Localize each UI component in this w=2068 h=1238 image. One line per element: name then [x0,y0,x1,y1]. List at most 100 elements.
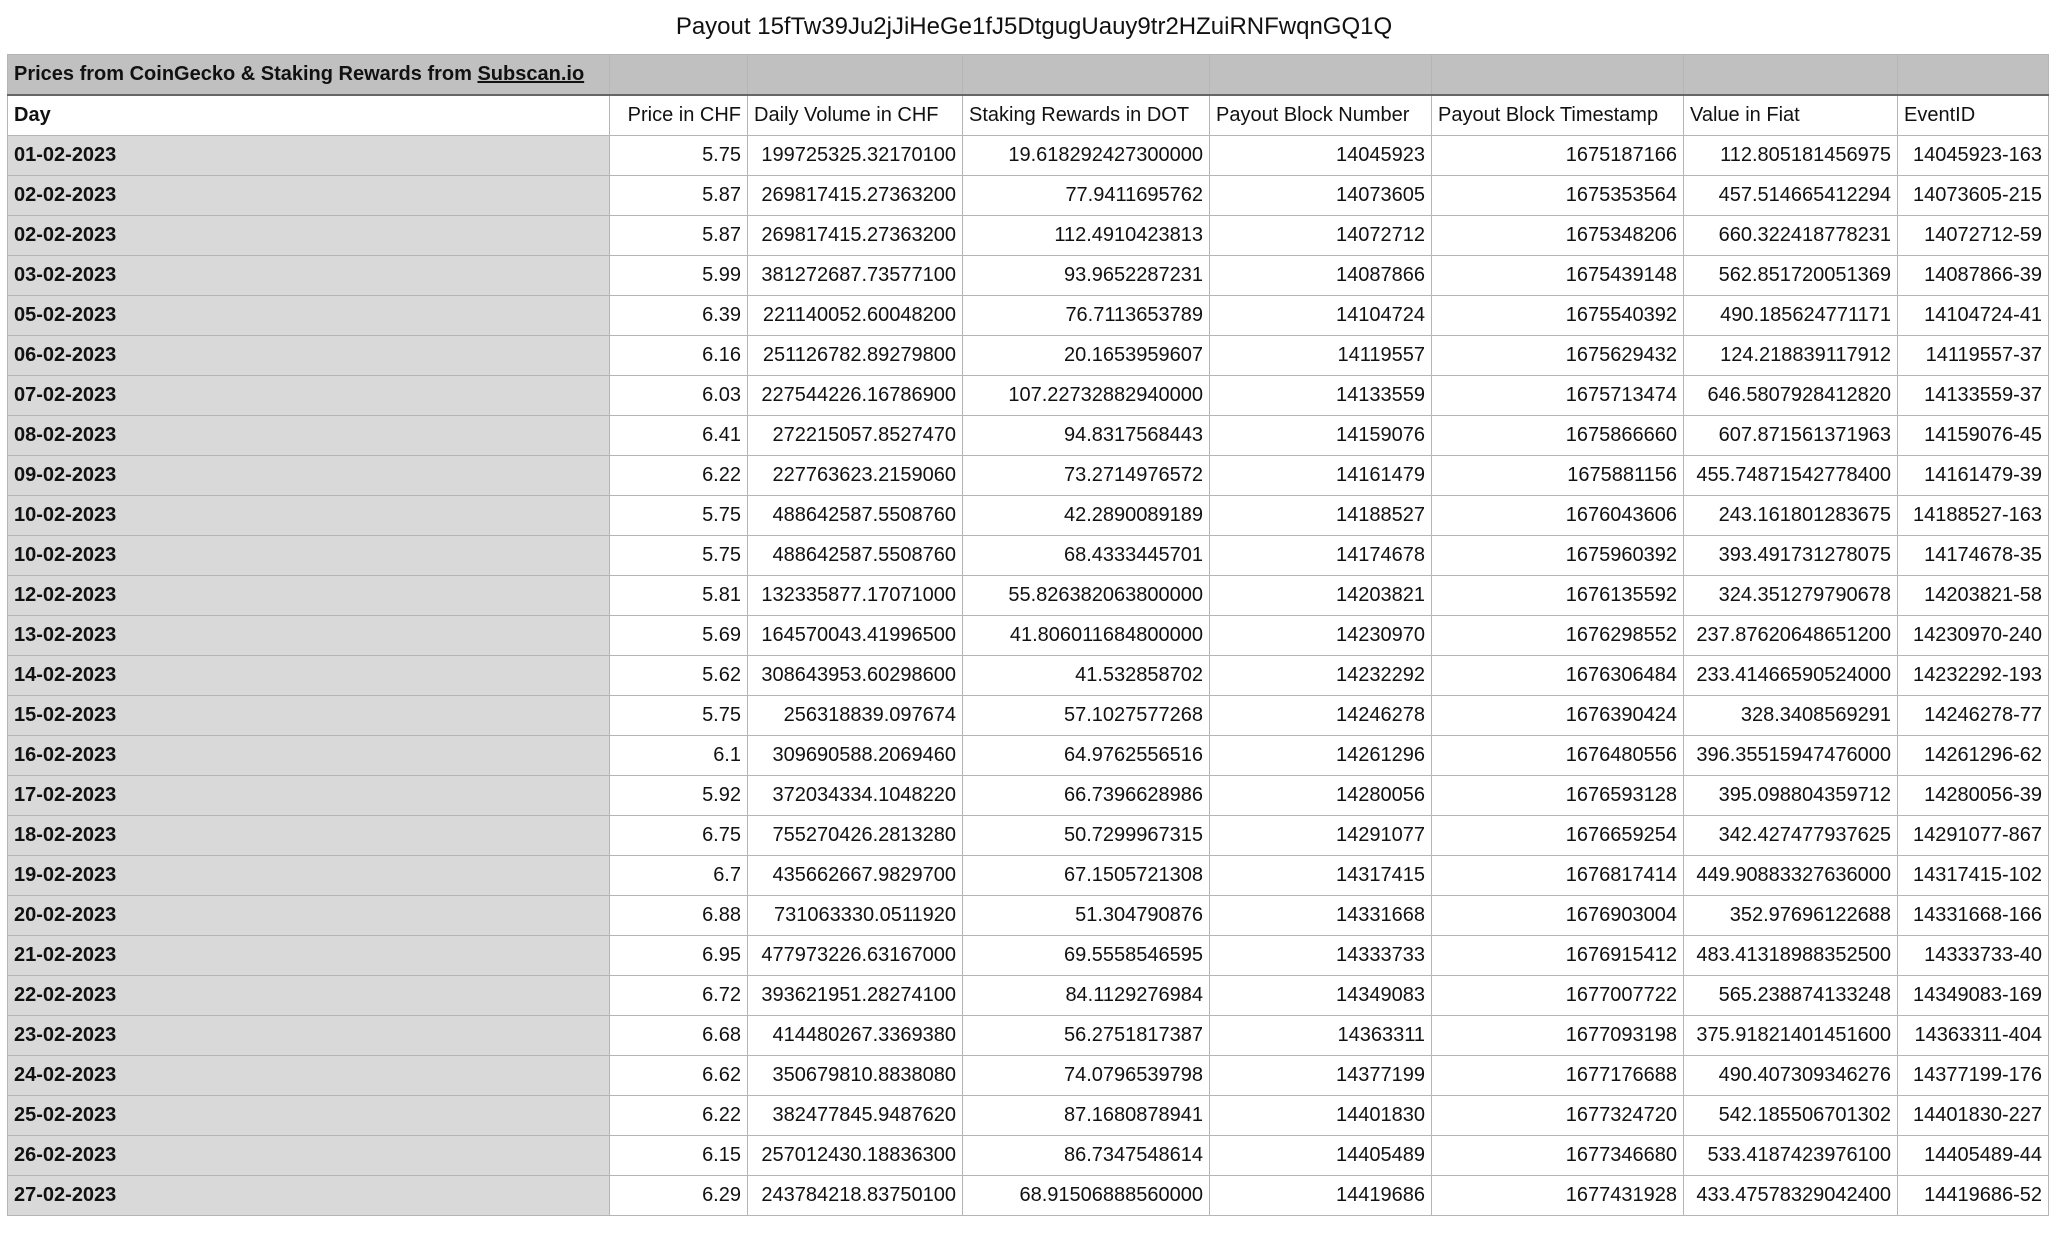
data-cell[interactable]: 132335877.17071000 [748,576,963,616]
day-cell[interactable]: 20-02-2023 [8,896,610,936]
data-cell[interactable]: 1677346680 [1432,1136,1684,1176]
data-cell[interactable]: 342.427477937625 [1684,816,1898,856]
data-cell[interactable]: 112.4910423813 [963,216,1210,256]
data-cell[interactable]: 14161479-39 [1898,456,2049,496]
data-cell[interactable]: 251126782.89279800 [748,336,963,376]
data-cell[interactable]: 164570043.41996500 [748,616,963,656]
data-cell[interactable]: 84.1129276984 [963,976,1210,1016]
data-cell[interactable]: 5.87 [610,216,748,256]
data-cell[interactable]: 5.87 [610,176,748,216]
data-cell[interactable]: 14419686-52 [1898,1176,2049,1216]
data-cell[interactable]: 14280056 [1210,776,1432,816]
data-cell[interactable]: 5.92 [610,776,748,816]
subscan-link[interactable]: Subscan.io [477,63,584,85]
data-cell[interactable]: 1675187166 [1432,136,1684,176]
data-cell[interactable]: 6.22 [610,1096,748,1136]
data-cell[interactable]: 14377199 [1210,1056,1432,1096]
data-cell[interactable]: 14188527-163 [1898,496,2049,536]
data-cell[interactable]: 414480267.3369380 [748,1016,963,1056]
data-cell[interactable]: 14174678-35 [1898,536,2049,576]
data-cell[interactable]: 6.68 [610,1016,748,1056]
data-cell[interactable]: 1676043606 [1432,496,1684,536]
day-cell[interactable]: 06-02-2023 [8,336,610,376]
data-cell[interactable]: 455.74871542778400 [1684,456,1898,496]
data-cell[interactable]: 14188527 [1210,496,1432,536]
data-cell[interactable]: 14174678 [1210,536,1432,576]
day-cell[interactable]: 10-02-2023 [8,496,610,536]
column-header[interactable]: EventID [1898,95,2049,136]
data-cell[interactable]: 308643953.60298600 [748,656,963,696]
data-cell[interactable]: 352.97696122688 [1684,896,1898,936]
data-cell[interactable]: 393621951.28274100 [748,976,963,1016]
data-cell[interactable]: 607.871561371963 [1684,416,1898,456]
data-cell[interactable]: 457.514665412294 [1684,176,1898,216]
data-cell[interactable]: 112.805181456975 [1684,136,1898,176]
data-cell[interactable]: 221140052.60048200 [748,296,963,336]
data-cell[interactable]: 14291077 [1210,816,1432,856]
data-cell[interactable]: 6.72 [610,976,748,1016]
data-cell[interactable]: 5.99 [610,256,748,296]
day-cell[interactable]: 27-02-2023 [8,1176,610,1216]
day-cell[interactable]: 12-02-2023 [8,576,610,616]
data-cell[interactable]: 490.185624771171 [1684,296,1898,336]
data-cell[interactable]: 14419686 [1210,1176,1432,1216]
data-cell[interactable]: 74.0796539798 [963,1056,1210,1096]
data-cell[interactable]: 14072712-59 [1898,216,2049,256]
data-cell[interactable]: 477973226.63167000 [748,936,963,976]
data-cell[interactable]: 14073605 [1210,176,1432,216]
day-cell[interactable]: 21-02-2023 [8,936,610,976]
day-cell[interactable]: 03-02-2023 [8,256,610,296]
data-cell[interactable]: 435662667.9829700 [748,856,963,896]
data-cell[interactable]: 257012430.18836300 [748,1136,963,1176]
data-cell[interactable]: 199725325.32170100 [748,136,963,176]
data-cell[interactable]: 5.81 [610,576,748,616]
data-cell[interactable]: 14072712 [1210,216,1432,256]
data-cell[interactable]: 41.806011684800000 [963,616,1210,656]
day-cell[interactable]: 18-02-2023 [8,816,610,856]
data-cell[interactable]: 1676659254 [1432,816,1684,856]
data-cell[interactable]: 1675713474 [1432,376,1684,416]
data-cell[interactable]: 14333733 [1210,936,1432,976]
data-cell[interactable]: 6.15 [610,1136,748,1176]
day-cell[interactable]: 07-02-2023 [8,376,610,416]
data-cell[interactable]: 14363311-404 [1898,1016,2049,1056]
data-cell[interactable]: 6.62 [610,1056,748,1096]
data-cell[interactable]: 14104724 [1210,296,1432,336]
data-cell[interactable]: 55.826382063800000 [963,576,1210,616]
data-cell[interactable]: 14087866-39 [1898,256,2049,296]
data-cell[interactable]: 488642587.5508760 [748,536,963,576]
data-cell[interactable]: 14333733-40 [1898,936,2049,976]
data-cell[interactable]: 14349083 [1210,976,1432,1016]
data-cell[interactable]: 269817415.27363200 [748,216,963,256]
data-cell[interactable]: 1677093198 [1432,1016,1684,1056]
data-cell[interactable]: 14159076-45 [1898,416,2049,456]
column-header[interactable]: Payout Block Number [1210,95,1432,136]
data-cell[interactable]: 56.2751817387 [963,1016,1210,1056]
data-cell[interactable]: 5.75 [610,696,748,736]
data-cell[interactable]: 1676306484 [1432,656,1684,696]
data-cell[interactable]: 237.87620648651200 [1684,616,1898,656]
data-cell[interactable]: 1677324720 [1432,1096,1684,1136]
data-cell[interactable]: 14405489 [1210,1136,1432,1176]
data-cell[interactable]: 5.75 [610,536,748,576]
data-cell[interactable]: 14349083-169 [1898,976,2049,1016]
data-cell[interactable]: 76.7113653789 [963,296,1210,336]
data-cell[interactable]: 382477845.9487620 [748,1096,963,1136]
data-cell[interactable]: 14159076 [1210,416,1432,456]
data-cell[interactable]: 393.491731278075 [1684,536,1898,576]
data-cell[interactable]: 14232292-193 [1898,656,2049,696]
day-cell[interactable]: 17-02-2023 [8,776,610,816]
data-cell[interactable]: 243784218.83750100 [748,1176,963,1216]
data-cell[interactable]: 565.238874133248 [1684,976,1898,1016]
data-cell[interactable]: 77.9411695762 [963,176,1210,216]
data-cell[interactable]: 51.304790876 [963,896,1210,936]
data-cell[interactable]: 57.1027577268 [963,696,1210,736]
data-cell[interactable]: 107.22732882940000 [963,376,1210,416]
data-cell[interactable]: 6.41 [610,416,748,456]
data-cell[interactable]: 1676593128 [1432,776,1684,816]
data-cell[interactable]: 14331668-166 [1898,896,2049,936]
day-cell[interactable]: 14-02-2023 [8,656,610,696]
day-cell[interactable]: 08-02-2023 [8,416,610,456]
data-cell[interactable]: 755270426.2813280 [748,816,963,856]
data-cell[interactable]: 66.7396628986 [963,776,1210,816]
